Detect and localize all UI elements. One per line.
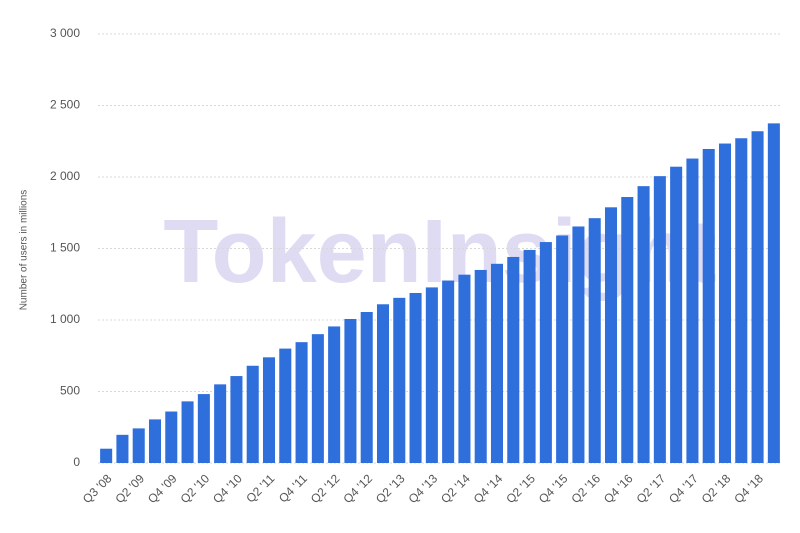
- x-tick-label: Q2 '13: [373, 471, 408, 506]
- bar: [523, 249, 536, 463]
- bar: [344, 318, 357, 463]
- bar: [670, 166, 683, 464]
- bar: [653, 176, 666, 463]
- bar: [181, 401, 194, 463]
- x-tick-label: Q4 '18: [731, 471, 766, 506]
- bar: [165, 411, 178, 463]
- x-tick-label: Q4 '17: [666, 471, 701, 506]
- bar: [735, 138, 748, 463]
- bar: [295, 342, 308, 463]
- bar: [311, 334, 324, 463]
- bar: [751, 131, 764, 464]
- x-tick-label: Q4 '11: [276, 471, 310, 505]
- bar: [539, 242, 552, 463]
- bar: [718, 143, 732, 463]
- bar: [409, 292, 422, 463]
- x-tick-label: Q3 '08: [80, 471, 115, 506]
- x-tick-label: Q4 '12: [340, 471, 375, 506]
- y-axis-label: Number of users in millions: [19, 190, 30, 311]
- bar: [637, 186, 650, 464]
- watermark: TokenInsight: [163, 202, 716, 302]
- bar: [230, 376, 243, 463]
- bar: [588, 218, 601, 463]
- x-tick-label: Q2 '10: [178, 471, 213, 506]
- bar: [116, 434, 129, 463]
- x-tick-label: Q2 '09: [112, 471, 147, 506]
- y-tick-label: 2 000: [50, 169, 80, 183]
- y-tick-label: 3 000: [50, 26, 80, 40]
- bar: [686, 158, 699, 464]
- bar: [425, 287, 438, 463]
- bar: [132, 428, 145, 463]
- x-tick-label: Q2 '12: [308, 471, 343, 506]
- bar: [621, 197, 634, 463]
- x-tick-label: Q4 '09: [145, 471, 180, 506]
- bar: [393, 297, 406, 463]
- x-tick-label: Q4 '16: [601, 471, 636, 506]
- bar: [360, 311, 373, 463]
- x-tick-label: Q4 '13: [406, 471, 441, 506]
- y-tick-label: 500: [60, 384, 80, 398]
- bar: [262, 357, 276, 463]
- x-tick-label: Q4 '14: [471, 471, 506, 506]
- bar: [376, 304, 390, 463]
- x-tick-label: Q2 '14: [438, 471, 473, 506]
- x-tick-label: Q4 '15: [536, 471, 571, 506]
- bar: [100, 448, 113, 463]
- bar: [279, 348, 292, 463]
- x-tick-label: Q2 '17: [634, 471, 669, 506]
- bar: [214, 384, 227, 463]
- x-tick-label: Q2 '11: [243, 471, 277, 505]
- bar: [458, 274, 471, 463]
- bar: [197, 394, 210, 463]
- bar: [246, 365, 259, 463]
- y-tick-label: 1 000: [50, 312, 80, 326]
- y-tick-label: 0: [73, 455, 80, 469]
- bar: [474, 269, 487, 463]
- bar: [442, 280, 455, 463]
- bar: [507, 256, 520, 463]
- x-tick-label: Q2 '16: [568, 471, 603, 506]
- bar: [556, 235, 569, 463]
- bar: [490, 263, 504, 463]
- bar: [572, 226, 585, 463]
- bar: [148, 419, 162, 463]
- y-tick-label: 2 500: [50, 98, 80, 112]
- bar: [767, 123, 780, 463]
- x-tick-label: Q2 '15: [503, 471, 538, 506]
- bar: [604, 207, 618, 463]
- x-tick-label: Q2 '18: [699, 471, 734, 506]
- y-tick-label: 1 500: [50, 241, 80, 255]
- x-tick-label: Q4 '10: [210, 471, 245, 506]
- bar: [702, 148, 715, 464]
- bar: [328, 326, 341, 463]
